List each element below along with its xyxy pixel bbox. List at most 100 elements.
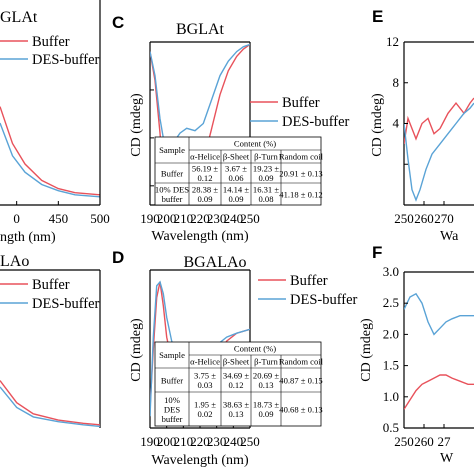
- x-tick-label: 220: [190, 434, 210, 449]
- table-cell-sample: Buffer: [161, 375, 183, 385]
- series-line-E-buffer: [404, 97, 474, 145]
- table-cell-value: 0.09: [228, 194, 243, 204]
- table-cell-value: 0.09: [197, 194, 212, 204]
- table-subheader: Random coil: [279, 357, 324, 367]
- table-cell-value: 0.08: [258, 194, 273, 204]
- y-axis-label: CD (mdeg): [129, 93, 144, 157]
- legend-label-C: Buffer: [282, 95, 320, 111]
- series-line-Ao-buffer: [0, 380, 100, 426]
- table-subheader: β-Sheet: [223, 357, 250, 367]
- table-cell-sample: 10% DES: [155, 185, 189, 195]
- x-tick-label: 230: [207, 434, 227, 449]
- table-header-sample: Sample: [159, 145, 185, 155]
- table-cell-value: 20.69 ±: [253, 371, 279, 381]
- y-tick-label: 3.0: [383, 264, 399, 279]
- table-cell-value: 0.09: [258, 173, 273, 183]
- table-frame-C: [154, 136, 322, 206]
- table-header-sample: Sample: [159, 350, 185, 360]
- table-cell-value: 40.68 ± 0.13: [279, 404, 322, 414]
- table-subheader: α-Helice: [190, 152, 220, 162]
- legend-label-C: DES-buffer: [282, 114, 350, 130]
- x-tick-label-B: 0: [13, 211, 20, 226]
- panel-title: GLAt: [0, 9, 38, 26]
- panel-title: BGALAo: [183, 254, 246, 271]
- table-cell-value: 0.12: [228, 380, 243, 390]
- x-axis-label: Wa: [440, 229, 459, 244]
- table-header-content: Content (%): [234, 344, 276, 354]
- y-axis-label: CD (mdeg): [370, 93, 385, 157]
- series-group-B: [0, 106, 100, 198]
- table-cell-value: 3.67 ±: [225, 164, 247, 174]
- table-cell-value: 40.87 ± 0.15: [279, 375, 322, 385]
- table-cell-value: 28.38 ±: [192, 185, 218, 195]
- table-frame-D: [154, 341, 322, 427]
- x-tick-label: 250: [394, 434, 414, 449]
- table-subheader: Random coil: [279, 152, 324, 162]
- legend-label-Ao: DES-buffer: [32, 296, 100, 312]
- x-tick-label: 220: [190, 211, 210, 226]
- panel-label: F: [372, 243, 382, 262]
- table-cell-value: 0.06: [228, 173, 244, 183]
- x-tick-label: 240: [224, 211, 244, 226]
- panel-b: GLAt Buffer DES-buffer 0 450 500 ngth (nm): [0, 0, 110, 245]
- table-cell-sample: buffer: [162, 414, 183, 424]
- table-cell-sample: buffer: [162, 194, 183, 204]
- table-cell-value: 41.18 ± 0.12: [279, 189, 322, 199]
- x-tick-label: 270: [434, 211, 454, 226]
- legend-label-D: Buffer: [290, 273, 328, 289]
- y-tick-label: 0.5: [383, 420, 399, 435]
- table-cell-sample: DES: [164, 404, 180, 414]
- y-tick-label: 1.0: [383, 389, 399, 404]
- legend-label-B: DES-buffer: [32, 52, 100, 68]
- table-cell-value: 18.73 ±: [253, 400, 279, 410]
- x-tick-label: 260: [414, 211, 434, 226]
- table-cell-value: 56.19 ±: [192, 164, 218, 174]
- panel-title: LAo: [0, 253, 29, 270]
- panel-label: C: [112, 13, 124, 32]
- x-tick-label: 230: [207, 211, 227, 226]
- table-subheader: β-Turn: [254, 152, 278, 162]
- table-subheader: β-Turn: [254, 357, 278, 367]
- y-tick-label: 8: [393, 75, 400, 90]
- x-tick-label: 250: [240, 211, 260, 226]
- y-axis-label: CD (mdeg): [359, 318, 374, 382]
- legend-label-D: DES-buffer: [290, 292, 358, 308]
- table-subheader: β-Sheet: [223, 152, 250, 162]
- y-tick-label: 1.5: [383, 358, 399, 373]
- table-cell-value: 0.13: [228, 409, 243, 419]
- series-line-E-des-buffer: [404, 102, 474, 202]
- x-tick-label-B: 500: [90, 211, 110, 226]
- x-axis-label: Wavelength (nm): [151, 453, 249, 468]
- table-cell-value: 0.03: [197, 380, 212, 390]
- y-tick-label: 2.5: [383, 295, 399, 310]
- panel-title: BGLAt: [176, 21, 225, 38]
- table-cell-value: 0.09: [258, 409, 273, 419]
- series-group-E: [404, 97, 474, 202]
- y-axis-label: CD (mdeg): [129, 318, 144, 382]
- table-cell-value: 0.02: [197, 409, 212, 419]
- x-tick-label: 200: [157, 211, 177, 226]
- table-cell-value: 16.31 ±: [253, 185, 279, 195]
- table-cell-value: 3.75 ±: [194, 371, 216, 381]
- y-tick-label: 2.0: [383, 326, 399, 341]
- y-tick-label: 4: [393, 116, 400, 131]
- series-line-C-des-buffer: [150, 43, 250, 144]
- table-cell-value: 14.14 ±: [223, 185, 249, 195]
- table-cell-sample: Buffer: [161, 168, 183, 178]
- content-table-D: Sample Content (%) α-Helice β-Sheet β-Turn Ra…: [154, 341, 324, 427]
- panel-label: E: [372, 7, 383, 26]
- x-tick-label-B: 450: [49, 211, 69, 226]
- series-line-B-des-buffer: [0, 122, 100, 198]
- x-tick-label: 260: [414, 434, 434, 449]
- series-line-Ao-des-buffer: [0, 386, 100, 428]
- y-tick-label: 12: [386, 34, 399, 49]
- x-tick-label: 200: [157, 434, 177, 449]
- table-cell-value: 1.95 ±: [194, 400, 216, 410]
- x-tick-label: 250: [394, 211, 414, 226]
- x-tick-label: 210: [174, 211, 194, 226]
- x-tick-label: 240: [224, 434, 244, 449]
